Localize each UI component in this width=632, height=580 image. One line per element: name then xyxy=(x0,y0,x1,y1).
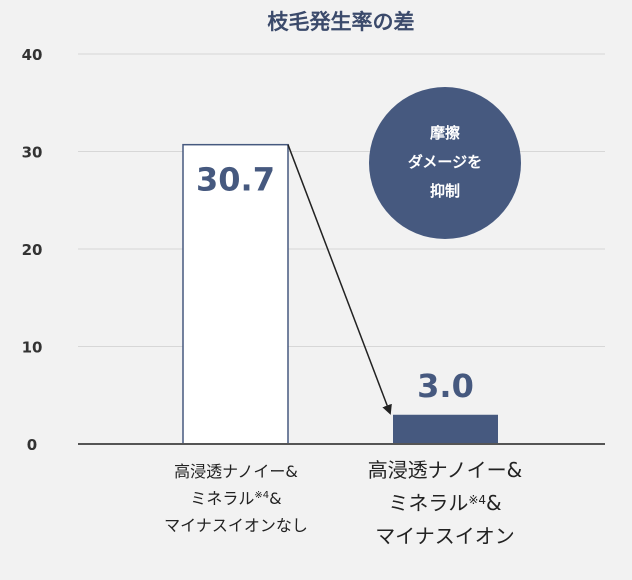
badge-text: ダメージを xyxy=(408,153,482,171)
x-category-label: 高浸透ナノイー& xyxy=(368,458,523,482)
x-category-label: ミネラル※4& xyxy=(388,491,501,515)
y-tick-label: 30 xyxy=(22,144,43,162)
axis: 0 10 20 30 40 xyxy=(22,46,605,454)
labels: 30.73.0高浸透ナノイー&ミネラル※4&マイナスイオンなし高浸透ナノイー&ミ… xyxy=(164,161,522,548)
grid xyxy=(78,53,605,347)
y-tick-label: 20 xyxy=(22,241,43,259)
x-category-label: 高浸透ナノイー& xyxy=(174,462,298,481)
badge-text: 摩擦 xyxy=(430,124,460,142)
bars xyxy=(182,143,498,445)
badge-text: 抑制 xyxy=(430,182,460,200)
chart-title: 枝毛発生率の差 xyxy=(268,10,415,34)
arrow-annotation xyxy=(287,144,392,415)
bar-2 xyxy=(393,414,498,444)
x-category-label: マイナスイオンなし xyxy=(164,516,308,535)
y-tick-label: 40 xyxy=(22,46,43,64)
bar-value-label: 3.0 xyxy=(417,367,474,405)
x-category-label: ミネラル※4& xyxy=(190,489,281,508)
bar-1 xyxy=(182,143,289,445)
badge-circle xyxy=(369,87,521,239)
y-tick-label: 0 xyxy=(27,436,37,454)
y-tick-label: 10 xyxy=(22,339,43,357)
x-category-label: マイナスイオン xyxy=(375,524,515,548)
bar-value-label: 30.7 xyxy=(196,161,275,199)
